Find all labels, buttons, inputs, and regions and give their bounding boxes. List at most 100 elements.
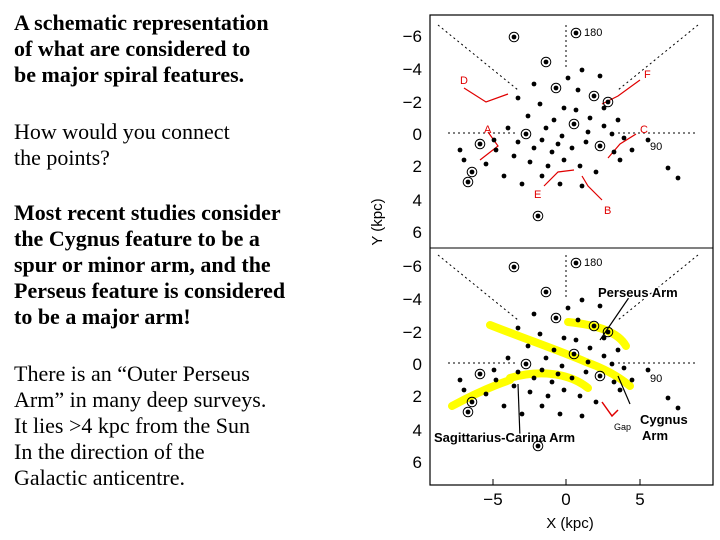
cluster-dot bbox=[587, 115, 593, 121]
cluster-dot bbox=[587, 345, 593, 351]
cluster-dot bbox=[527, 389, 533, 395]
cluster-dot bbox=[525, 343, 531, 349]
cluster-dot bbox=[585, 359, 591, 365]
cluster-ring bbox=[570, 257, 582, 269]
cygnus-arm-label-1: Cygnus bbox=[640, 412, 688, 427]
spiral-arms bbox=[448, 318, 634, 410]
cluster-dot bbox=[551, 117, 557, 123]
cluster-ring bbox=[462, 176, 474, 188]
cluster-dot bbox=[561, 105, 567, 111]
cluster-dot bbox=[665, 395, 671, 401]
cluster-dot bbox=[561, 387, 567, 393]
feature-labels: D F A C E B bbox=[460, 69, 651, 217]
angle-label: 180 bbox=[584, 257, 602, 269]
cluster-dot bbox=[617, 157, 623, 163]
cluster-dot bbox=[493, 377, 499, 383]
y-tick-label: 0 bbox=[413, 125, 422, 144]
cluster-ring bbox=[594, 140, 606, 152]
cluster-dot bbox=[597, 73, 603, 79]
angle-label: 180 bbox=[584, 27, 602, 39]
cluster-dot bbox=[617, 387, 623, 393]
cluster-ring bbox=[466, 396, 478, 408]
cluster-ring bbox=[570, 27, 582, 39]
cluster-ring bbox=[532, 210, 544, 222]
cluster-dot bbox=[501, 173, 507, 179]
angle-label: 90 bbox=[650, 141, 662, 153]
text-line: There is an “Outer Perseus bbox=[14, 361, 250, 386]
cluster-dot bbox=[597, 373, 603, 379]
perseus-arm bbox=[564, 318, 630, 350]
star-cluster-dots bbox=[457, 27, 681, 452]
text-line: In the direction of the bbox=[14, 439, 205, 464]
cluster-dot bbox=[571, 121, 577, 127]
cluster-dot bbox=[511, 264, 517, 270]
text-line: the points? bbox=[14, 145, 110, 170]
x-tick-label: 0 bbox=[561, 490, 570, 509]
cluster-dot bbox=[555, 141, 561, 147]
cluster-dot bbox=[565, 305, 571, 311]
cluster-dot bbox=[605, 329, 611, 335]
cluster-dot bbox=[629, 377, 635, 383]
cluster-dot bbox=[543, 355, 549, 361]
cluster-dot bbox=[605, 99, 611, 105]
cluster-dot bbox=[561, 157, 567, 163]
bottom-sector-lines bbox=[437, 254, 699, 364]
cluster-dot bbox=[553, 315, 559, 321]
cluster-dot bbox=[493, 147, 499, 153]
cluster-dot bbox=[575, 87, 581, 93]
cluster-ring bbox=[520, 358, 532, 370]
cluster-dot bbox=[591, 93, 597, 99]
x-tick-label: 5 bbox=[635, 490, 644, 509]
y-tick-label: 0 bbox=[413, 355, 422, 374]
top-sector-lines bbox=[437, 24, 699, 134]
cluster-dot bbox=[511, 153, 517, 159]
cluster-dot bbox=[555, 371, 561, 377]
cluster-dot bbox=[537, 101, 543, 107]
cluster-ring bbox=[520, 128, 532, 140]
cluster-dot bbox=[535, 213, 541, 219]
cluster-dot bbox=[579, 413, 585, 419]
cluster-ring bbox=[588, 90, 600, 102]
cluster-ring bbox=[508, 31, 520, 43]
question-text: How would you connect the points? bbox=[14, 119, 374, 171]
text-line: Perseus feature is considered bbox=[14, 278, 286, 303]
cluster-dot bbox=[511, 383, 517, 389]
cluster-ring bbox=[594, 370, 606, 382]
angle-label: 90 bbox=[650, 373, 662, 385]
cluster-ring bbox=[568, 348, 580, 360]
feature-label-f: F bbox=[644, 69, 651, 81]
cluster-dot bbox=[615, 347, 621, 353]
cluster-dot bbox=[531, 375, 537, 381]
text-line: be major spiral features. bbox=[14, 62, 245, 87]
y-axis-label: Y (kpc) bbox=[369, 198, 386, 245]
y-tick-label: 2 bbox=[413, 157, 422, 176]
intro-text: A schematic representation of what are c… bbox=[14, 10, 374, 88]
cluster-ring bbox=[568, 118, 580, 130]
cluster-dot bbox=[543, 125, 549, 131]
cluster-dot bbox=[531, 81, 537, 87]
sagittarius-arm-east bbox=[506, 369, 592, 392]
text-line: Most recent studies consider bbox=[14, 200, 281, 225]
cluster-dot bbox=[523, 361, 529, 367]
cluster-dot bbox=[601, 123, 607, 129]
gap-marker bbox=[601, 401, 619, 418]
top-y-ticks: −6 −4 −2 0 2 4 6 bbox=[403, 27, 422, 242]
cluster-dot bbox=[483, 391, 489, 397]
cluster-dot bbox=[539, 403, 545, 409]
cluster-ring bbox=[588, 320, 600, 332]
cluster-ring bbox=[540, 286, 552, 298]
cluster-dot bbox=[505, 125, 511, 131]
cluster-dot bbox=[549, 149, 555, 155]
cluster-dot bbox=[615, 117, 621, 123]
cluster-dot bbox=[579, 183, 585, 189]
cluster-dot bbox=[537, 331, 543, 337]
text-line: A schematic representation bbox=[14, 10, 269, 35]
cluster-dot bbox=[527, 159, 533, 165]
cluster-ring bbox=[540, 56, 552, 68]
cluster-ring bbox=[466, 166, 478, 178]
cluster-dot bbox=[465, 179, 471, 185]
cluster-dot bbox=[665, 165, 671, 171]
cluster-dot bbox=[609, 131, 615, 137]
cluster-dot bbox=[629, 147, 635, 153]
cluster-ring bbox=[602, 326, 614, 338]
